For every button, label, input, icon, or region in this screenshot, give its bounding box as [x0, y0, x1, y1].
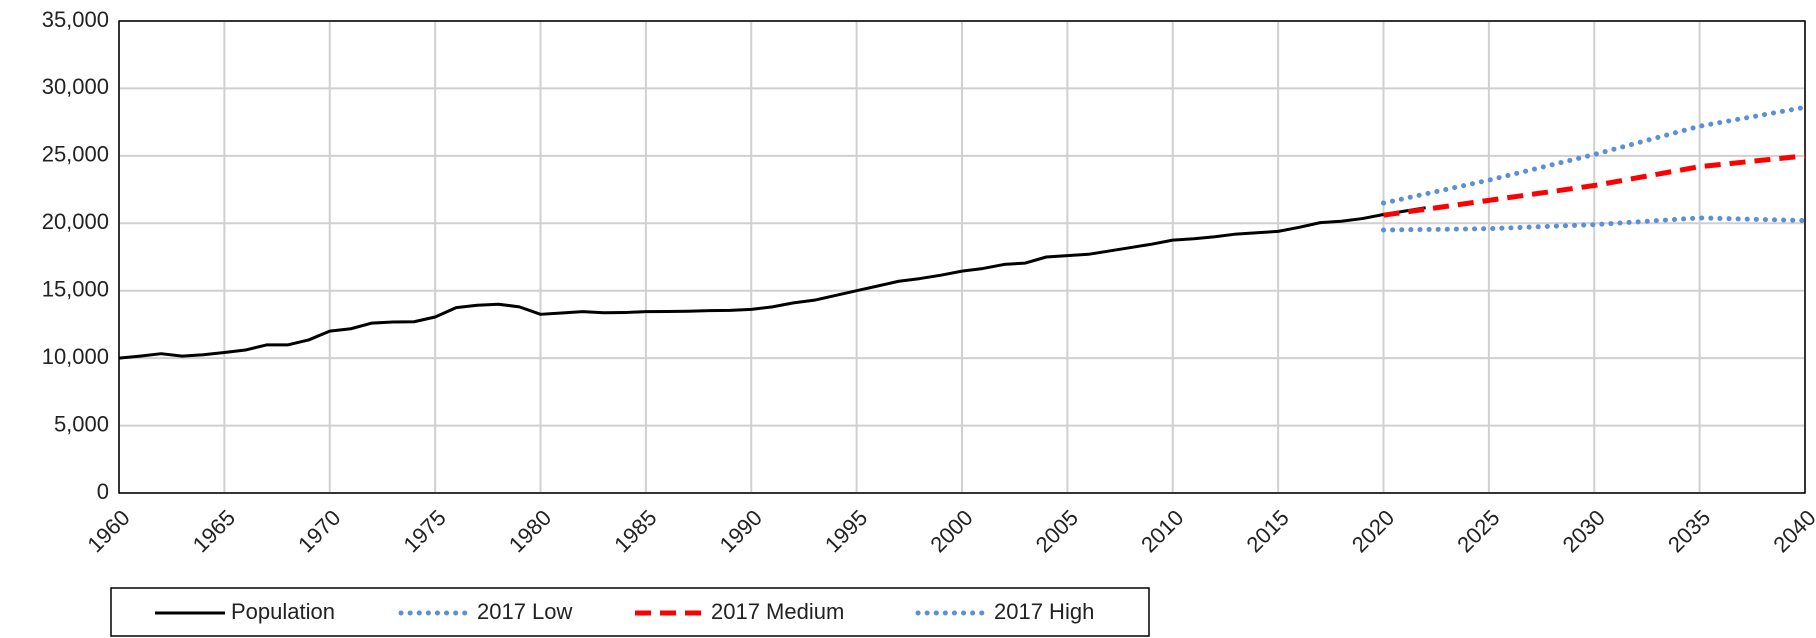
y-tick-label: 10,000	[42, 344, 109, 369]
x-tick-label: 2030	[1558, 505, 1610, 557]
y-tick-label: 15,000	[42, 277, 109, 302]
x-tick-label: 2035	[1663, 505, 1715, 557]
x-tick-label: 1970	[293, 505, 345, 557]
x-tick-label: 1995	[820, 505, 872, 557]
x-tick-label: 2025	[1452, 505, 1504, 557]
y-tick-label: 20,000	[42, 209, 109, 234]
x-tick-label: 1980	[504, 505, 556, 557]
legend-label: 2017 Medium	[711, 599, 844, 624]
series-line	[1383, 153, 1806, 218]
legend-label: 2017 Low	[477, 599, 573, 624]
x-tick-label: 1960	[82, 505, 134, 557]
y-tick-label: 35,000	[42, 7, 109, 32]
x-tick-label: 1975	[398, 505, 450, 557]
x-tick-label: 2000	[925, 505, 977, 557]
x-tick-label: 2015	[1241, 505, 1293, 557]
x-tick-label: 2020	[1347, 505, 1399, 557]
x-tick-label: 2040	[1768, 505, 1816, 557]
x-tick-label: 1985	[609, 505, 661, 557]
y-tick-label: 5,000	[54, 411, 109, 436]
y-tick-label: 0	[97, 479, 109, 504]
y-tick-label: 25,000	[42, 142, 109, 167]
y-tick-label: 30,000	[42, 74, 109, 99]
x-tick-label: 2010	[1136, 505, 1188, 557]
legend-box	[110, 587, 1150, 637]
x-tick-label: 1965	[188, 505, 240, 557]
x-tick-label: 1990	[715, 505, 767, 557]
series-line	[1381, 104, 1808, 206]
legend-label: 2017 High	[994, 599, 1094, 624]
series-line	[118, 206, 1426, 360]
x-tick-label: 2005	[1031, 505, 1083, 557]
plot-frame	[118, 20, 1806, 494]
legend-label: Population	[231, 599, 335, 624]
series-line	[1381, 215, 1808, 233]
